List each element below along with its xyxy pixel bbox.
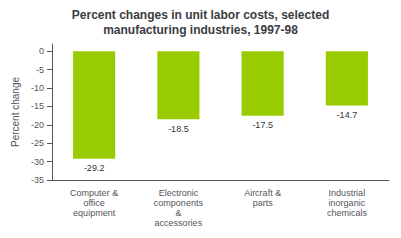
- svg-text:parts: parts: [253, 198, 274, 208]
- svg-text:-25: -25: [31, 138, 44, 148]
- svg-text:Electronic: Electronic: [159, 188, 199, 198]
- svg-text:manufacturing industries, 1997: manufacturing industries, 1997-98: [103, 23, 298, 37]
- svg-text:-20: -20: [31, 120, 44, 130]
- svg-text:&: &: [175, 208, 181, 218]
- svg-text:-10: -10: [31, 83, 44, 93]
- svg-text:Percent changes in unit labor: Percent changes in unit labor costs, sel…: [72, 8, 329, 22]
- svg-text:-15: -15: [31, 101, 44, 111]
- svg-text:-17.5: -17.5: [252, 120, 273, 130]
- svg-text:Industrial: Industrial: [329, 188, 366, 198]
- svg-text:-14.7: -14.7: [337, 110, 358, 120]
- svg-text:Percent change: Percent change: [10, 77, 21, 147]
- svg-text:equipment: equipment: [73, 208, 116, 218]
- svg-text:-5: -5: [36, 65, 44, 75]
- svg-text:-18.5: -18.5: [168, 124, 189, 134]
- svg-text:inorganic: inorganic: [329, 198, 366, 208]
- svg-text:office: office: [83, 198, 104, 208]
- svg-text:0: 0: [39, 46, 44, 56]
- svg-text:-35: -35: [31, 175, 44, 185]
- svg-text:components: components: [154, 198, 204, 208]
- svg-text:Aircraft &: Aircraft &: [244, 188, 281, 198]
- svg-text:Computer &: Computer &: [70, 188, 118, 198]
- svg-text:-30: -30: [31, 157, 44, 167]
- svg-text:-29.2: -29.2: [84, 163, 105, 173]
- svg-text:accessories: accessories: [155, 218, 203, 228]
- svg-text:chemicals: chemicals: [327, 208, 368, 218]
